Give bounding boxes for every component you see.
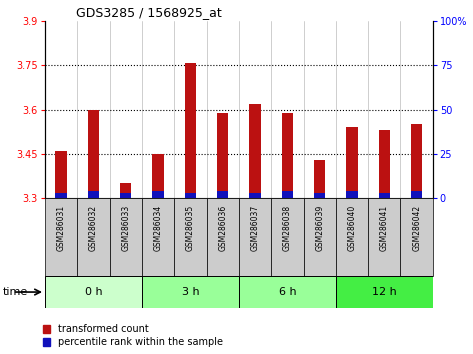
Bar bbox=[142, 276, 239, 308]
Bar bbox=[185, 63, 196, 198]
Bar bbox=[379, 130, 390, 198]
Bar bbox=[77, 198, 110, 276]
Bar bbox=[185, 193, 196, 198]
Bar bbox=[336, 276, 433, 308]
Bar bbox=[271, 198, 304, 276]
Bar bbox=[45, 198, 77, 276]
Bar bbox=[282, 191, 293, 198]
Text: 0 h: 0 h bbox=[85, 287, 102, 297]
Bar bbox=[346, 127, 358, 198]
Text: 12 h: 12 h bbox=[372, 287, 397, 297]
Bar bbox=[336, 198, 368, 276]
Bar bbox=[217, 191, 228, 198]
Bar bbox=[55, 151, 67, 198]
Bar bbox=[346, 191, 358, 198]
Bar bbox=[217, 113, 228, 198]
Text: GSM286035: GSM286035 bbox=[186, 205, 195, 251]
Text: 6 h: 6 h bbox=[279, 287, 296, 297]
Bar bbox=[120, 193, 131, 198]
Text: GSM286042: GSM286042 bbox=[412, 205, 421, 251]
Bar bbox=[45, 276, 142, 308]
Text: GSM286031: GSM286031 bbox=[57, 205, 66, 251]
Text: GSM286034: GSM286034 bbox=[154, 205, 163, 251]
Bar bbox=[207, 198, 239, 276]
Bar bbox=[239, 276, 336, 308]
Bar bbox=[411, 125, 422, 198]
Text: GSM286033: GSM286033 bbox=[121, 205, 130, 251]
Bar bbox=[55, 193, 67, 198]
Bar bbox=[239, 198, 271, 276]
Bar bbox=[314, 160, 325, 198]
Text: GSM286036: GSM286036 bbox=[218, 205, 227, 251]
Text: GSM286032: GSM286032 bbox=[89, 205, 98, 251]
Bar bbox=[411, 191, 422, 198]
Bar bbox=[152, 191, 164, 198]
Bar bbox=[368, 198, 401, 276]
Text: time: time bbox=[2, 287, 27, 297]
Bar bbox=[314, 193, 325, 198]
Bar bbox=[120, 183, 131, 198]
Bar bbox=[249, 193, 261, 198]
Text: GSM286039: GSM286039 bbox=[315, 205, 324, 251]
Text: 3 h: 3 h bbox=[182, 287, 199, 297]
Bar bbox=[249, 104, 261, 198]
Text: GDS3285 / 1568925_at: GDS3285 / 1568925_at bbox=[76, 6, 222, 19]
Text: GSM286041: GSM286041 bbox=[380, 205, 389, 251]
Bar bbox=[152, 154, 164, 198]
Bar bbox=[174, 198, 207, 276]
Bar bbox=[282, 113, 293, 198]
Bar bbox=[304, 198, 336, 276]
Bar bbox=[142, 198, 174, 276]
Bar bbox=[110, 198, 142, 276]
Text: GSM286038: GSM286038 bbox=[283, 205, 292, 251]
Text: GSM286037: GSM286037 bbox=[251, 205, 260, 251]
Bar bbox=[379, 193, 390, 198]
Bar bbox=[88, 191, 99, 198]
Legend: transformed count, percentile rank within the sample: transformed count, percentile rank withi… bbox=[43, 325, 223, 347]
Bar bbox=[88, 110, 99, 198]
Bar bbox=[401, 198, 433, 276]
Text: GSM286040: GSM286040 bbox=[348, 205, 357, 251]
